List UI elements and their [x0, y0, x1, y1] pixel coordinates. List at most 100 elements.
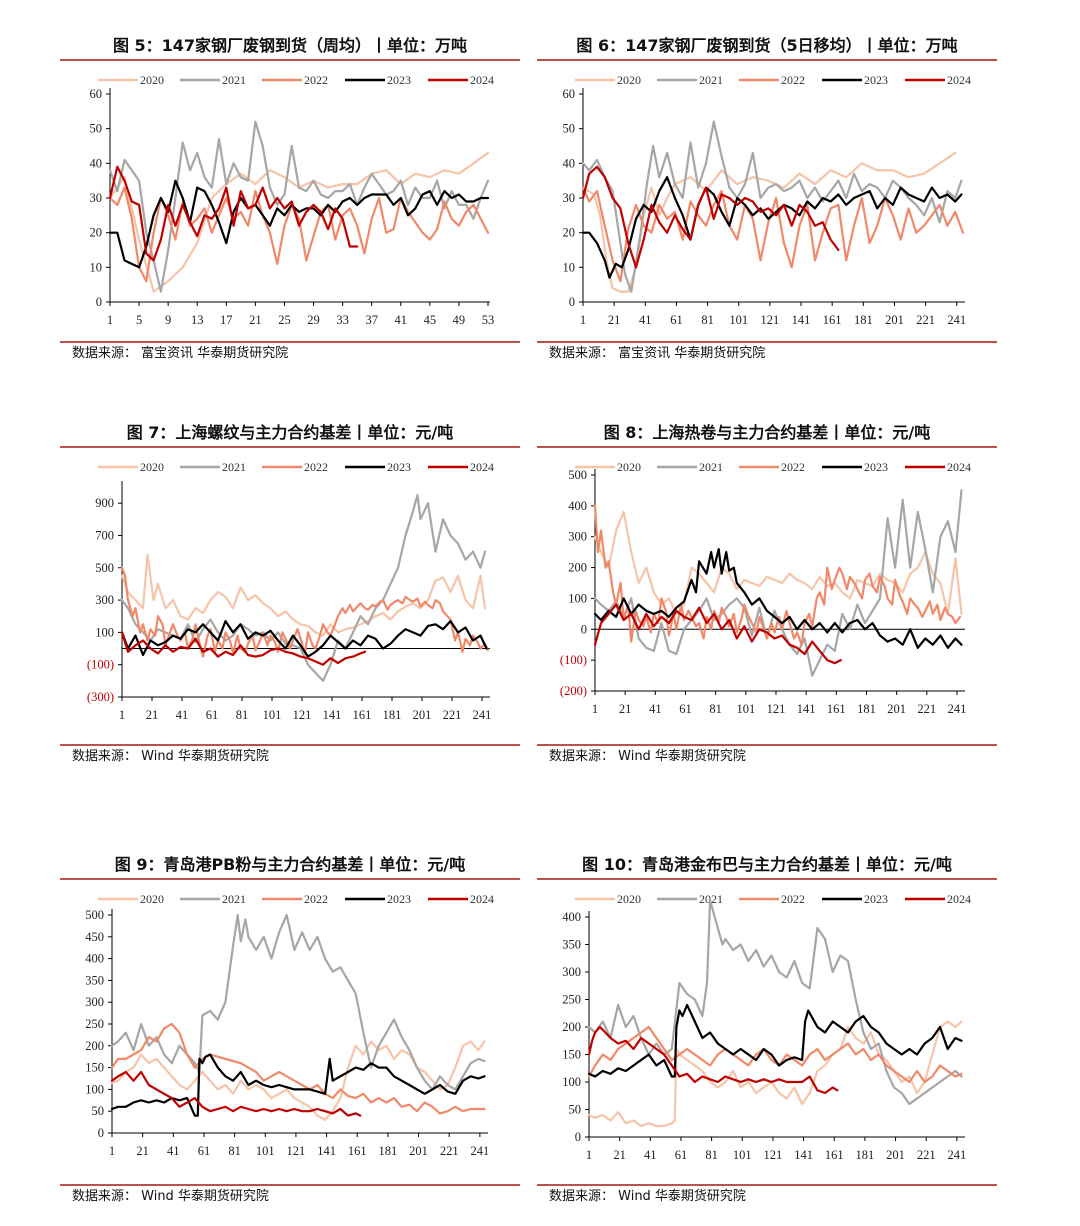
- legend-item-2021: 2021: [180, 460, 246, 474]
- series-line-2022: [110, 1022, 486, 1115]
- legend-label: 2024: [470, 73, 494, 87]
- y-tick-label: 100: [95, 625, 114, 639]
- series-line-2021: [108, 120, 490, 293]
- y-tick-label: 20: [563, 226, 576, 240]
- y-tick-label: 50: [90, 122, 103, 136]
- y-tick-label: 250: [85, 1017, 104, 1031]
- x-tick-label: 81: [228, 1144, 241, 1158]
- x-tick-label: 1: [119, 708, 125, 722]
- x-tick-label: 81: [705, 1148, 718, 1162]
- x-tick-label: 181: [854, 313, 873, 327]
- legend-label: 2020: [617, 892, 641, 906]
- series-line-2020: [581, 151, 957, 293]
- x-tick-label: 41: [649, 702, 662, 716]
- legend-item-2024: 2024: [428, 460, 494, 474]
- chart-title: 图 8：上海热卷与主力合约基差丨单位：元/吨: [603, 423, 931, 442]
- x-tick-label: 21: [146, 708, 159, 722]
- chart-plot: 2020 2021 2022 2023 2024 0 50 100 150 200 250 300 35…: [85, 892, 494, 1158]
- legend-item-2020: 2020: [98, 73, 164, 87]
- x-tick-label: 121: [764, 1148, 783, 1162]
- title-rule: [537, 878, 997, 880]
- y-tick-label: 500: [568, 468, 587, 482]
- chart-panel-fig5: 图 5：147家钢厂废钢到货（周均）丨单位：万吨 2020 2021 2022 202…: [60, 36, 520, 366]
- legend-label: 2021: [699, 892, 723, 906]
- y-tick-label: 0: [96, 295, 102, 309]
- series-line-2023: [593, 547, 963, 649]
- legend-item-2022: 2022: [262, 73, 328, 87]
- x-tick-label: 101: [256, 1144, 275, 1158]
- x-tick-label: 49: [453, 313, 466, 327]
- legend-item-2020: 2020: [98, 892, 164, 906]
- y-tick-label: 200: [562, 1020, 581, 1034]
- x-tick-label: 45: [424, 313, 437, 327]
- x-tick-label: 61: [679, 702, 692, 716]
- legend-label: 2021: [222, 892, 246, 906]
- x-tick-label: 25: [278, 313, 291, 327]
- title-rule: [60, 878, 520, 880]
- x-tick-label: 121: [767, 702, 786, 716]
- x-tick-label: 181: [383, 708, 402, 722]
- legend-item-2024: 2024: [428, 892, 494, 906]
- series-line-2022: [120, 566, 490, 658]
- legend-label: 2023: [387, 73, 411, 87]
- chart-panel-fig10: 图 10：青岛港金布巴与主力合约基差丨单位：元/吨 2020 2021 2022 20…: [537, 855, 997, 1215]
- legend-item-2023: 2023: [345, 460, 411, 474]
- title-rule: [537, 59, 997, 61]
- x-tick-label: 221: [916, 313, 935, 327]
- legend-item-2022: 2022: [739, 892, 805, 906]
- chart-title: 图 7：上海螺纹与主力合约基差丨单位：元/吨: [126, 423, 454, 442]
- x-tick-label: 1: [586, 1148, 592, 1162]
- y-tick-label: 350: [85, 973, 104, 987]
- x-tick-label: 201: [409, 1144, 428, 1158]
- x-tick-label: 141: [797, 702, 816, 716]
- legend-label: 2021: [222, 73, 246, 87]
- series-line-2024: [593, 603, 842, 665]
- x-tick-label: 61: [198, 1144, 211, 1158]
- x-tick-label: 17: [220, 313, 233, 327]
- series-line-2022: [108, 186, 490, 283]
- x-tick-label: 201: [887, 702, 906, 716]
- x-tick-label: 41: [644, 1148, 657, 1162]
- y-tick-label: 50: [563, 122, 576, 136]
- legend-label: 2024: [947, 73, 971, 87]
- y-tick-label: 150: [562, 1048, 581, 1062]
- y-tick-label: 200: [85, 1039, 104, 1053]
- y-tick-label: (300): [87, 690, 114, 704]
- source-rule: [60, 341, 520, 343]
- series-line-2023: [581, 176, 963, 279]
- y-tick-label: 30: [563, 191, 576, 205]
- x-tick-label: 141: [317, 1144, 336, 1158]
- legend-item-2023: 2023: [822, 892, 888, 906]
- x-tick-label: 181: [856, 1148, 875, 1162]
- legend-item-2023: 2023: [822, 460, 888, 474]
- legend-label: 2023: [864, 892, 888, 906]
- x-tick-label: 37: [365, 313, 378, 327]
- y-tick-label: 400: [568, 499, 587, 513]
- series-line-2020: [587, 1020, 963, 1128]
- x-tick-label: 5: [136, 313, 142, 327]
- chart-title: 图 9：青岛港PB粉与主力合约基差丨单位：元/吨: [114, 855, 466, 874]
- x-tick-label: 21: [249, 313, 262, 327]
- legend-label: 2020: [140, 460, 164, 474]
- y-tick-label: 0: [98, 1126, 104, 1140]
- x-tick-label: 121: [287, 1144, 306, 1158]
- legend-label: 2020: [617, 73, 641, 87]
- y-tick-label: 400: [85, 952, 104, 966]
- x-tick-label: 1: [592, 702, 598, 716]
- x-tick-label: 221: [917, 702, 936, 716]
- y-tick-label: 450: [85, 930, 104, 944]
- y-tick-label: 250: [562, 993, 581, 1007]
- x-tick-label: 121: [761, 313, 780, 327]
- title-rule: [60, 59, 520, 61]
- x-tick-label: 121: [293, 708, 312, 722]
- series-line-2021: [120, 493, 487, 682]
- x-tick-label: 41: [395, 313, 408, 327]
- x-tick-label: 221: [917, 1148, 936, 1162]
- x-tick-label: 101: [729, 313, 748, 327]
- legend-label: 2020: [617, 460, 641, 474]
- y-tick-label: 0: [569, 295, 575, 309]
- x-tick-label: 61: [675, 1148, 688, 1162]
- legend-label: 2023: [864, 73, 888, 87]
- legend-item-2020: 2020: [575, 460, 641, 474]
